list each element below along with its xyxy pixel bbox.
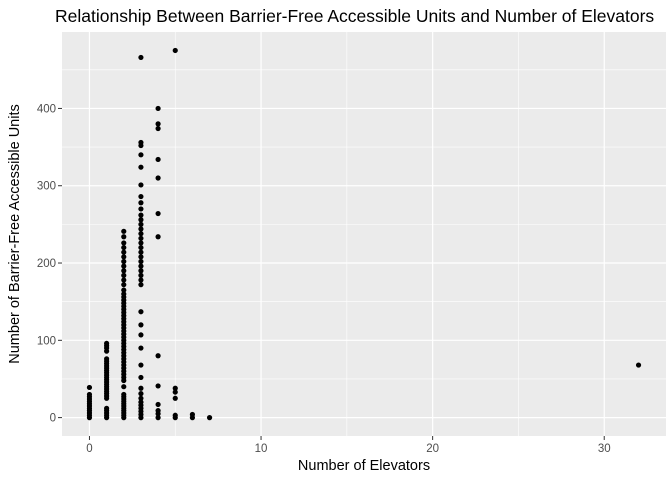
data-point xyxy=(155,156,161,163)
data-point xyxy=(138,249,144,255)
data-point xyxy=(138,217,144,223)
data-point xyxy=(138,391,144,397)
data-point xyxy=(121,291,127,297)
data-point xyxy=(138,399,144,405)
data-point xyxy=(155,408,161,414)
data-point xyxy=(104,340,110,347)
data-point xyxy=(172,412,178,418)
data-point xyxy=(121,254,127,260)
data-point xyxy=(155,121,161,127)
y-tick-label: 0 xyxy=(50,413,56,425)
data-point xyxy=(121,268,127,274)
y-tick-label: 200 xyxy=(37,258,56,270)
major-gridlines xyxy=(62,32,666,436)
data-point xyxy=(121,391,127,398)
data-point xyxy=(155,105,161,112)
data-point xyxy=(155,125,161,132)
data-point xyxy=(138,258,144,265)
data-point xyxy=(138,309,144,315)
data-point xyxy=(121,277,127,283)
x-tick-label: 0 xyxy=(86,443,92,455)
data-point xyxy=(155,383,161,389)
x-tick-label: 30 xyxy=(598,443,611,455)
data-point xyxy=(138,395,144,401)
data-point xyxy=(206,415,213,421)
data-point xyxy=(104,356,110,362)
data-point xyxy=(138,231,144,237)
data-point xyxy=(138,322,144,328)
x-tick-label: 10 xyxy=(255,443,268,455)
data-point xyxy=(138,244,144,251)
data-point xyxy=(121,384,127,390)
data-point xyxy=(155,234,161,240)
data-point xyxy=(138,164,144,170)
data-point xyxy=(138,206,144,212)
data-point xyxy=(172,47,178,54)
data-point xyxy=(138,200,144,206)
data-point xyxy=(155,175,161,181)
data-point xyxy=(121,228,127,234)
data-point xyxy=(189,411,196,418)
data-point xyxy=(138,268,144,274)
data-point xyxy=(138,221,144,227)
data-point xyxy=(635,362,642,368)
data-point xyxy=(121,263,127,269)
data-point xyxy=(121,272,127,278)
data-point xyxy=(138,277,144,283)
data-point xyxy=(138,240,144,246)
data-point xyxy=(121,282,127,288)
plot-panel xyxy=(62,32,666,436)
data-point xyxy=(155,415,161,421)
data-point xyxy=(155,353,161,359)
data-point xyxy=(121,234,127,240)
data-point xyxy=(138,193,144,200)
data-point xyxy=(138,235,144,241)
data-point xyxy=(172,385,178,391)
data-point xyxy=(138,385,144,391)
data-point xyxy=(138,263,144,269)
y-axis-ticks: 0 100 200 300 400 xyxy=(37,103,62,425)
data-point xyxy=(104,405,110,411)
data-point xyxy=(121,240,127,246)
y-tick-label: 400 xyxy=(37,103,56,115)
y-tick-label: 100 xyxy=(37,335,56,347)
data-point xyxy=(172,389,178,395)
data-point xyxy=(86,384,93,391)
data-point xyxy=(138,152,144,158)
chart-title: Relationship Between Barrier-Free Access… xyxy=(55,6,654,26)
y-axis-label: Number of Barrier-Free Accessible Units xyxy=(7,104,23,363)
data-point xyxy=(138,374,144,381)
data-point xyxy=(138,139,144,146)
x-axis-ticks: 0 10 20 30 xyxy=(86,436,611,455)
data-point xyxy=(86,391,93,398)
data-point xyxy=(138,362,144,368)
data-point xyxy=(155,210,161,217)
x-axis-label: Number of Elevators xyxy=(298,458,430,474)
minor-gridlines xyxy=(62,32,666,436)
data-point xyxy=(138,332,144,338)
data-point xyxy=(155,401,161,408)
data-point xyxy=(121,249,127,255)
data-point xyxy=(138,54,144,61)
data-points xyxy=(86,47,642,421)
data-point xyxy=(138,345,144,351)
x-tick-label: 20 xyxy=(426,443,439,455)
data-point xyxy=(172,395,178,401)
data-point xyxy=(121,244,127,251)
data-point xyxy=(138,226,144,232)
y-tick-label: 300 xyxy=(37,181,56,193)
data-point xyxy=(138,282,144,288)
data-point xyxy=(121,258,127,265)
data-point xyxy=(138,212,144,218)
data-point xyxy=(138,182,144,188)
data-point xyxy=(138,254,144,260)
data-point xyxy=(138,272,144,278)
data-point xyxy=(121,287,127,293)
